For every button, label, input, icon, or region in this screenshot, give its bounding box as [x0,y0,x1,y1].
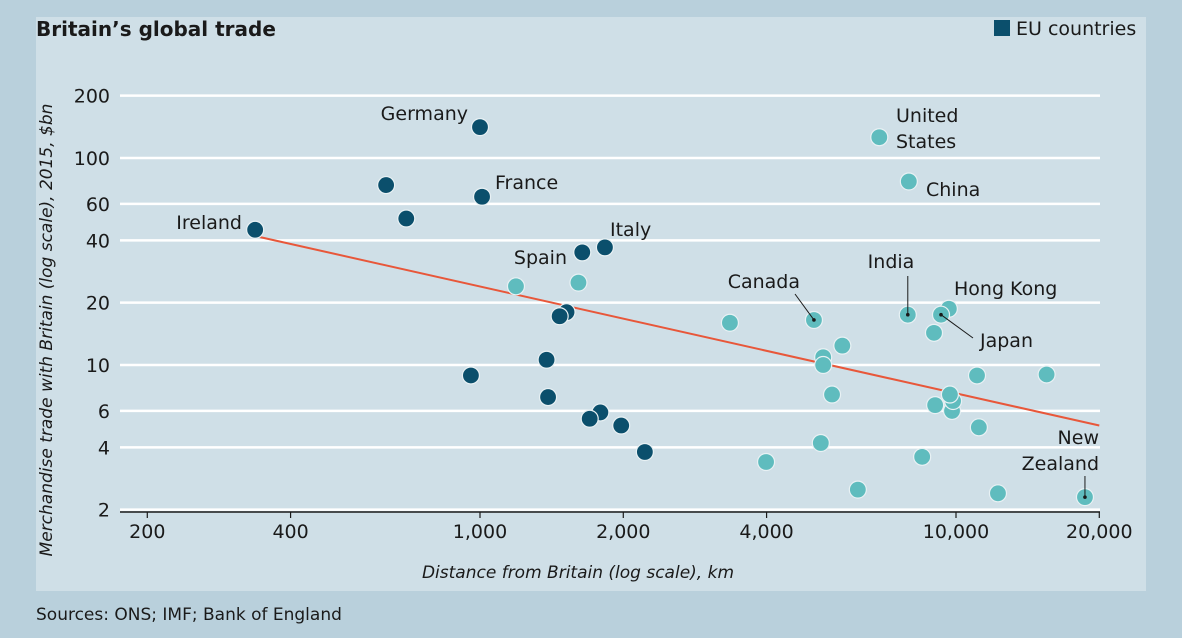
y-tick-label: 6 [98,401,110,423]
point-non-eu [913,447,932,466]
point-eu [635,442,654,462]
point-label: France [495,172,558,194]
x-tick-label: 4,000 [739,521,793,543]
leader-dot [939,312,943,317]
point-label: New [1058,427,1099,449]
point-non-eu [756,452,776,472]
point-label: Spain [514,247,567,269]
x-tick-label: 20,000 [1066,521,1132,543]
point-non-eu [924,323,944,342]
x-tick-label: 200 [129,521,165,543]
point-label: United [896,105,958,127]
leader-dot [905,312,910,317]
y-tick-label: 20 [86,293,110,315]
point-label: India [868,251,915,273]
y-tick-label: 2 [98,500,110,522]
x-tick-label: 10,000 [923,521,989,543]
legend-swatch-eu [994,20,1010,36]
point-non-eu [988,484,1008,503]
y-tick-label: 200 [74,86,110,108]
leader-dot [1083,495,1087,499]
point-label: Zealand [1022,453,1099,475]
point-eu [538,387,558,407]
point-non-eu [811,433,830,453]
source-note: Sources: ONS; IMF; Bank of England [36,605,342,625]
point-eu [612,416,631,435]
leader-dot [812,318,816,322]
point-label: States [896,131,956,153]
leader-line [794,293,815,321]
point-non-eu [899,172,918,191]
point-non-eu [926,396,945,415]
point-eu [461,366,481,385]
point-non-eu [969,418,988,437]
point-label: China [926,179,980,201]
point-non-eu [506,277,526,296]
trend-line [254,235,1100,427]
chart-panel [36,17,1146,591]
x-tick-label: 1,000 [453,521,507,543]
point-eu [470,118,490,137]
point-label: Japan [979,330,1033,352]
point-non-eu [833,336,852,355]
point-non-eu [870,128,889,147]
point-label: Germany [381,103,468,125]
leader-line [940,314,974,339]
point-eu [580,409,599,428]
point-label: Hong Kong [954,278,1057,300]
point-eu [472,187,492,206]
point-non-eu [848,480,867,499]
x-tick-label: 2,000 [596,521,650,543]
chart-title: Britain’s global trade [36,17,276,41]
point-non-eu [940,385,960,404]
y-tick-label: 100 [74,148,110,170]
point-eu [595,238,615,257]
point-eu [377,175,396,195]
y-tick-label: 40 [86,230,110,252]
point-non-eu [967,366,987,385]
point-non-eu [822,385,842,404]
point-eu [550,307,569,326]
legend-label-eu: EU countries [1016,18,1136,40]
point-non-eu [814,355,833,375]
y-tick-label: 60 [86,194,110,216]
y-axis-label: Merchandise trade with Britain (log scal… [37,104,57,557]
point-eu [573,243,592,262]
point-eu [537,350,556,369]
x-tick-label: 400 [272,521,308,543]
y-tick-label: 10 [86,355,110,377]
y-tick-label: 4 [98,437,110,459]
point-non-eu [569,273,588,292]
point-non-eu [1037,365,1056,384]
point-label: Ireland [176,212,242,234]
point-label: Canada [728,271,800,293]
point-eu [397,209,416,228]
point-eu [246,220,265,239]
point-non-eu [720,313,740,332]
x-axis-label: Distance from Britain (log scale), km [422,563,734,583]
point-label: Italy [610,219,651,241]
